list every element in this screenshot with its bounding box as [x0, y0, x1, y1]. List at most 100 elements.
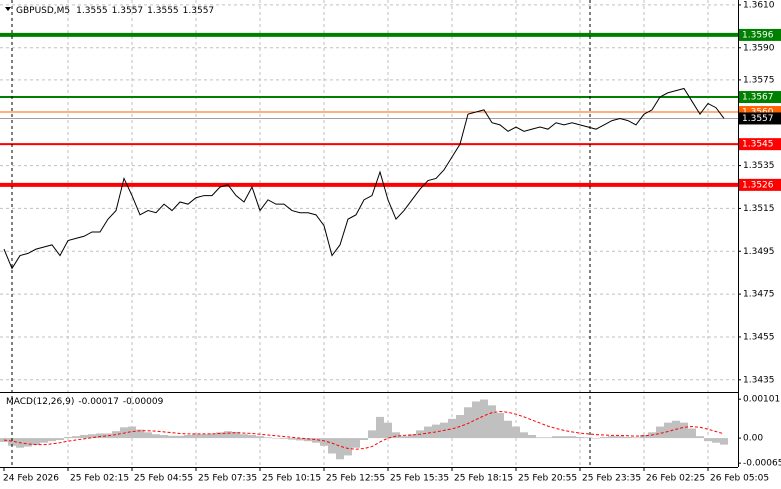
macd-bar: [680, 422, 688, 439]
signal-line: [3, 410, 725, 450]
macd-header: MACD(12,26,9) -0.00017 -0.00009: [6, 397, 164, 407]
y-tick-label: -0.00065: [743, 459, 781, 469]
last-price-label: 1.3557: [742, 114, 774, 124]
x-tick-label: 25 Feb 10:15: [262, 474, 321, 484]
macd-bar: [368, 430, 376, 439]
macd-bar: [448, 418, 456, 439]
y-tick-label: 1.3455: [743, 332, 775, 342]
macd-bar: [152, 434, 160, 439]
x-tick-label: 25 Feb 07:35: [198, 474, 257, 484]
macd-bar: [32, 438, 40, 446]
macd-bar: [464, 407, 472, 439]
macd-bar: [552, 436, 560, 439]
macd-bar: [304, 438, 312, 442]
open: 1.3555: [76, 6, 108, 16]
x-tick-label: 25 Feb 20:55: [518, 474, 577, 484]
level-label-box: [739, 138, 781, 151]
macd-bar: [400, 436, 408, 439]
macd-bar: [264, 437, 272, 439]
price-line: [3, 87, 725, 270]
macd-bar: [144, 432, 152, 439]
macd-bar: [72, 436, 80, 439]
x-tick-label: 25 Feb 02:15: [70, 474, 129, 484]
macd-bar: [640, 435, 648, 439]
macd-bar: [224, 431, 232, 439]
level-label-box: [739, 178, 781, 191]
macd-bar: [576, 436, 584, 439]
macd-bar: [136, 429, 144, 439]
x-tick-label: 25 Feb 12:55: [326, 474, 385, 484]
y-tick-label: 1.3515: [743, 204, 775, 214]
macd-bar: [616, 436, 624, 439]
macd-bar: [384, 422, 392, 439]
macd-bar: [176, 435, 184, 439]
macd-bar: [664, 422, 672, 439]
macd-bar: [336, 438, 344, 460]
macd-bar: [496, 413, 504, 439]
signal-value: -0.00009: [123, 397, 164, 407]
macd-bar: [512, 426, 520, 439]
y-tick-label: 0.00101: [743, 395, 780, 405]
macd-bar: [360, 438, 368, 441]
macd-bar: [432, 424, 440, 439]
x-tick-label: 25 Feb 04:55: [134, 474, 193, 484]
macd-bar: [40, 438, 48, 443]
macd-bar: [200, 434, 208, 439]
y-tick-label: 1.3535: [743, 161, 775, 171]
macd-bar: [288, 438, 296, 440]
macd-bar: [88, 434, 96, 439]
macd-bar: [216, 432, 224, 439]
macd-bar: [600, 436, 608, 439]
macd-bar: [24, 438, 32, 447]
close: 1.3557: [183, 6, 215, 16]
macd-bar: [520, 432, 528, 439]
series: [0, 87, 728, 460]
macd-bar: [608, 436, 616, 439]
macd-bar: [352, 438, 360, 448]
macd-bar: [344, 438, 352, 456]
macd-bar: [704, 438, 712, 442]
macd-bar: [560, 436, 568, 439]
y-tick-label: 1.3590: [743, 43, 775, 53]
x-tick-label: 25 Feb 18:15: [454, 474, 513, 484]
levels: [0, 32, 738, 187]
last-price-box: [739, 112, 781, 125]
y-tick-label: 1.3435: [743, 375, 775, 385]
high: 1.3557: [112, 6, 144, 16]
y-tick-label: 1.3610: [743, 0, 775, 10]
macd-bar: [64, 436, 72, 439]
macd-value: -0.00017: [78, 397, 118, 407]
level-label: 1.3596: [742, 30, 774, 40]
macd-bar: [584, 437, 592, 439]
macd-bar: [424, 426, 432, 439]
macd-label: MACD(12,26,9): [6, 397, 74, 407]
macd-bar: [232, 431, 240, 439]
macd-bar: [376, 416, 384, 439]
macd-bar: [480, 399, 488, 439]
macd-bar: [96, 433, 104, 439]
macd-bar: [624, 436, 632, 439]
macd-bar: [296, 438, 304, 441]
grid: [0, 0, 738, 467]
macd-bar: [256, 436, 264, 439]
macd-bar: [184, 435, 192, 439]
y-tick-label: 0.00: [743, 434, 763, 444]
y-tick-label: 1.3575: [743, 75, 775, 85]
x-tick-label: 24 Feb 2026: [3, 474, 59, 484]
macd-bar: [656, 426, 664, 439]
x-tick-label: 25 Feb 23:35: [582, 474, 641, 484]
low: 1.3555: [147, 6, 179, 16]
macd-bar: [208, 433, 216, 439]
menu-arrow: [5, 7, 11, 11]
macd-bar: [320, 438, 328, 446]
macd-bar: [392, 432, 400, 439]
macd-bar: [56, 438, 64, 441]
macd-bar: [240, 434, 248, 439]
macd-bar: [712, 438, 720, 443]
macd-bar: [312, 438, 320, 443]
macd-bar: [528, 435, 536, 439]
level-label-box: [739, 28, 781, 41]
macd-bar: [696, 436, 704, 439]
macd-bar: [592, 438, 600, 439]
macd-bar: [112, 431, 120, 439]
